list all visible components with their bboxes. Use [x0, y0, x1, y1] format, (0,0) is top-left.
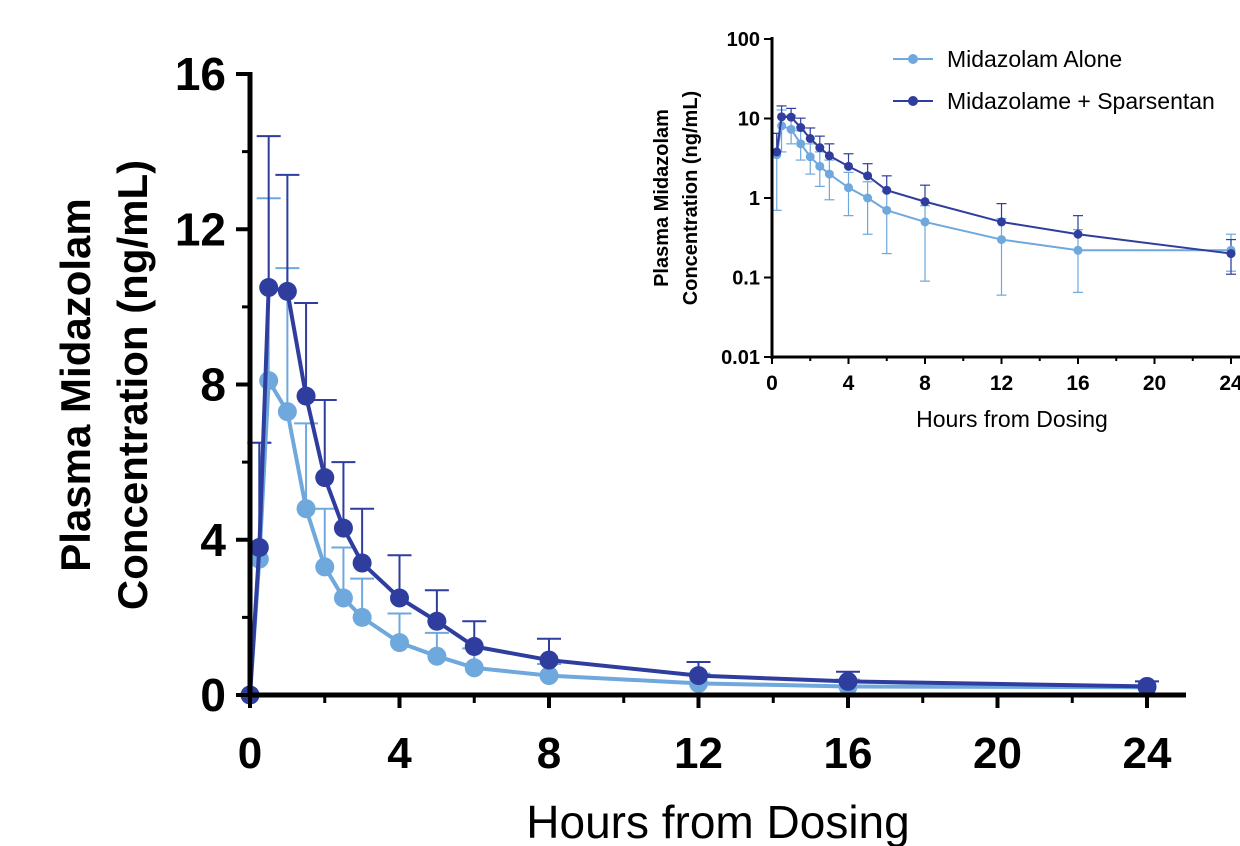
main-point-midazolam-alone: [259, 371, 279, 391]
inset-x-tick-label-12: 12: [990, 372, 1013, 395]
inset-point-midazolam-alone: [920, 217, 930, 227]
main-point-midazolam-alone: [352, 607, 372, 627]
legend-item-combo: Midazolame + Sparsentan: [893, 88, 1215, 114]
main-point-midazolam-alone: [333, 588, 353, 608]
main-point-midazolame-sparsentan: [390, 588, 409, 608]
main-point-midazolame-sparsentan: [296, 386, 316, 406]
inset-chart: Plasma Midazolam Concentration (ng/mL) H…: [640, 20, 1240, 440]
inset-x-tick-label-20: 20: [1143, 372, 1166, 395]
inset-point-midazolame-sparsentan: [824, 151, 834, 161]
inset-point-midazolam-alone: [1073, 245, 1083, 255]
inset-point-midazolam-alone: [824, 169, 834, 179]
inset-point-midazolame-sparsentan: [796, 123, 806, 133]
inset-x-tick-label-8: 8: [919, 372, 931, 395]
inset-point-midazolame-sparsentan: [882, 185, 892, 195]
main-point-midazolam-alone: [464, 658, 484, 678]
main-point-midazolam-alone: [390, 633, 409, 653]
main-point-midazolame-sparsentan: [333, 518, 353, 538]
main-y-tick-label-8: 8: [200, 359, 226, 411]
inset-x-tick-label-24: 24: [1219, 372, 1240, 395]
legend-label-combo: Midazolame + Sparsentan: [947, 88, 1215, 114]
main-point-midazolame-sparsentan: [464, 636, 484, 656]
inset-point-midazolame-sparsentan: [1226, 249, 1236, 259]
main-point-midazolam-alone: [539, 666, 559, 686]
inset-x-tick-label-0: 0: [766, 372, 778, 395]
main-x-tick-label-8: 8: [537, 729, 561, 778]
legend-swatch-marker-combo: [908, 96, 918, 106]
inset-point-midazolame-sparsentan: [786, 112, 796, 122]
inset-y-tick-label-10: 10: [738, 109, 760, 131]
inset-x-axis-title: Hours from Dosing: [916, 406, 1108, 432]
main-point-midazolame-sparsentan: [1137, 676, 1157, 696]
inset-point-midazolam-alone: [997, 235, 1006, 245]
inset-point-midazolam-alone: [882, 205, 892, 215]
inset-background: [640, 20, 1240, 440]
inset-point-midazolam-alone: [844, 183, 853, 193]
inset-x-tick-label-16: 16: [1066, 372, 1089, 395]
main-x-tick-label-16: 16: [824, 729, 873, 778]
inset-y-tick-label-0-01: 0.01: [721, 347, 760, 369]
inset-point-midazolame-sparsentan: [815, 143, 825, 153]
main-x-tick-label-24: 24: [1123, 729, 1172, 778]
inset-point-midazolame-sparsentan: [863, 171, 873, 181]
inset-point-midazolam-alone: [815, 161, 825, 171]
legend-swatch-marker-alone: [908, 54, 918, 64]
inset-point-midazolame-sparsentan: [772, 147, 782, 157]
inset-y-tick-label-1: 1: [749, 188, 760, 210]
main-point-midazolame-sparsentan: [838, 671, 858, 691]
main-chart: Plasma Midazolam Concentration (ng/mL) H…: [52, 48, 1186, 846]
main-x-tick-label-0: 0: [238, 729, 262, 778]
inset-point-midazolame-sparsentan: [805, 134, 815, 144]
main-point-midazolame-sparsentan: [352, 553, 372, 573]
inset-point-midazolam-alone: [786, 124, 796, 134]
main-x-tick-label-20: 20: [973, 729, 1022, 778]
main-point-midazolame-sparsentan: [315, 468, 335, 488]
main-point-midazolam-alone: [427, 646, 447, 666]
main-point-midazolam-alone: [315, 557, 335, 577]
inset-y-tick-label-100: 100: [727, 29, 760, 51]
main-point-midazolame-sparsentan: [539, 650, 559, 670]
main-point-midazolame-sparsentan: [689, 666, 708, 686]
main-point-midazolam-alone: [296, 499, 316, 519]
inset-y-tick-label-0-1: 0.1: [732, 268, 760, 290]
inset-point-midazolam-alone: [863, 193, 873, 203]
main-point-midazolam-alone: [277, 402, 297, 422]
inset-point-midazolame-sparsentan: [1073, 229, 1083, 239]
main-point-midazolame-sparsentan: [259, 277, 279, 297]
legend-label-alone: Midazolam Alone: [947, 46, 1122, 72]
main-point-midazolame-sparsentan: [427, 611, 447, 631]
main-point-midazolame-sparsentan: [249, 538, 269, 558]
main-x-axis-title: Hours from Dosing: [526, 796, 909, 846]
legend-item-alone: Midazolam Alone: [893, 46, 1122, 72]
inset-point-midazolam-alone: [805, 152, 815, 162]
inset-point-midazolame-sparsentan: [844, 161, 853, 171]
main-y-tick-label-16: 16: [175, 48, 226, 100]
main-y-axis-title-line1: Plasma Midazolam: [52, 198, 99, 571]
inset-point-midazolame-sparsentan: [920, 197, 930, 207]
main-y-tick-label-12: 12: [175, 203, 226, 255]
main-point-midazolame-sparsentan: [277, 281, 297, 301]
inset-legend: Midazolam Alone Midazolame + Sparsentan: [893, 46, 1215, 114]
main-y-axis-title-line2: Concentration (ng/mL): [109, 160, 156, 610]
inset-point-midazolam-alone: [796, 139, 806, 149]
inset-x-tick-label-4: 4: [843, 372, 855, 395]
main-y-tick-label-4: 4: [200, 514, 226, 566]
main-y-tick-label-0: 0: [200, 669, 226, 721]
inset-point-midazolame-sparsentan: [997, 217, 1006, 227]
inset-y-axis-title-line2: Concentration (ng/mL): [680, 91, 702, 305]
inset-y-axis-title-line1: Plasma Midazolam: [651, 109, 673, 287]
inset-point-midazolame-sparsentan: [777, 112, 787, 122]
main-x-tick-label-4: 4: [387, 729, 412, 778]
main-x-tick-label-12: 12: [674, 729, 723, 778]
